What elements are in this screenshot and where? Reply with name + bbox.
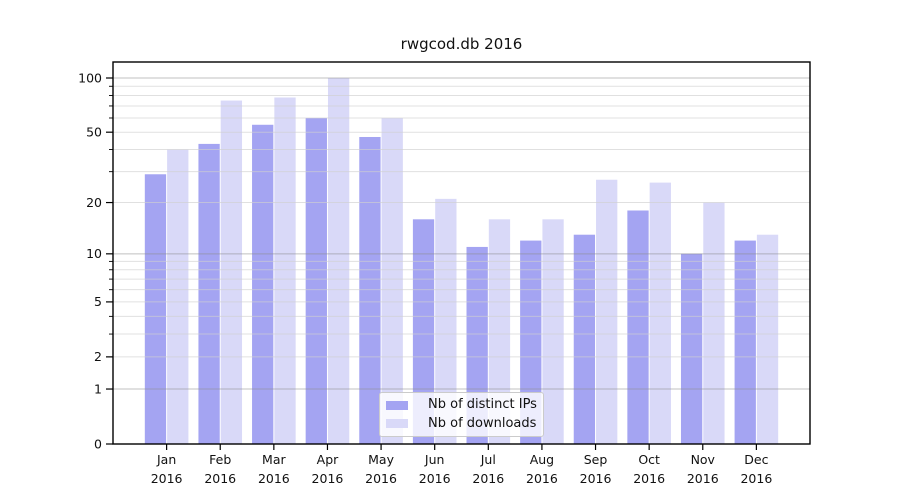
x-tick-label-month: Sep xyxy=(584,452,608,467)
x-tick-label-month: Feb xyxy=(209,452,231,467)
legend-label: Nb of downloads xyxy=(428,415,537,431)
plot-frame xyxy=(112,61,811,445)
y-tick-label: 10 xyxy=(86,246,102,261)
x-tick-label-year: 2016 xyxy=(580,471,612,486)
x-tick-label-month: May xyxy=(368,452,394,467)
x-tick-label-year: 2016 xyxy=(687,471,719,486)
bar-downloads xyxy=(703,202,725,444)
x-tick-label-year: 2016 xyxy=(633,471,665,486)
x-tick-label-month: Mar xyxy=(262,452,286,467)
x-tick-label-year: 2016 xyxy=(472,471,504,486)
x-tick-label-month: Dec xyxy=(744,452,768,467)
legend-swatch-distinct-ips-icon xyxy=(386,400,408,410)
bar-distinct-ips xyxy=(627,210,649,444)
bar-distinct-ips xyxy=(573,234,596,444)
bar-distinct-ips xyxy=(252,124,274,444)
bar-downloads xyxy=(596,179,618,444)
bar-downloads xyxy=(381,117,403,444)
bar-distinct-ips xyxy=(734,240,756,444)
bar-distinct-ips xyxy=(680,253,703,444)
x-tick-label-year: 2016 xyxy=(419,471,451,486)
y-tick-label: 1 xyxy=(94,381,102,396)
legend-label: Nb of distinct IPs xyxy=(428,397,537,413)
bar-distinct-ips xyxy=(198,143,220,444)
y-tick-label: 20 xyxy=(86,195,102,210)
bar-distinct-ips xyxy=(144,174,167,445)
bar-downloads xyxy=(542,219,564,444)
x-tick-label-year: 2016 xyxy=(526,471,558,486)
x-tick-label-month: Jul xyxy=(480,452,496,467)
x-tick-label-month: Aug xyxy=(530,452,554,467)
x-tick-label-year: 2016 xyxy=(365,471,397,486)
y-tick-label: 2 xyxy=(94,349,102,364)
bar-downloads xyxy=(220,100,243,444)
x-tick-label-year: 2016 xyxy=(258,471,290,486)
x-tick-label-month: Oct xyxy=(638,452,660,467)
bar-downloads xyxy=(488,219,511,444)
y-tick-label: 5 xyxy=(94,294,102,309)
bar-downloads xyxy=(167,149,189,444)
legend-item: Nb of downloads xyxy=(386,415,543,431)
y-tick-label: 100 xyxy=(78,70,102,85)
chart-title: rwgcod.db 2016 xyxy=(400,35,523,53)
bar-downloads xyxy=(435,198,457,444)
x-tick-label-year: 2016 xyxy=(740,471,772,486)
bar-distinct-ips xyxy=(359,136,381,444)
x-tick-label-year: 2016 xyxy=(312,471,344,486)
bar-distinct-ips xyxy=(412,219,435,444)
bar-downloads xyxy=(756,234,779,444)
x-tick-label-month: Nov xyxy=(691,452,716,467)
x-tick-label-year: 2016 xyxy=(151,471,183,486)
bar-distinct-ips xyxy=(305,117,327,444)
legend: Nb of distinct IPs Nb of downloads xyxy=(379,392,544,437)
y-tick-label: 0 xyxy=(94,436,102,451)
x-tick-label-month: Apr xyxy=(317,452,339,467)
x-tick-label-month: Jun xyxy=(424,452,445,467)
legend-swatch-downloads-icon xyxy=(386,419,408,429)
x-tick-label-year: 2016 xyxy=(204,471,236,486)
x-tick-label-month: Jan xyxy=(156,452,176,467)
y-tick-label: 50 xyxy=(86,124,102,139)
bar-downloads xyxy=(649,182,671,444)
legend-item: Nb of distinct IPs xyxy=(386,397,543,413)
